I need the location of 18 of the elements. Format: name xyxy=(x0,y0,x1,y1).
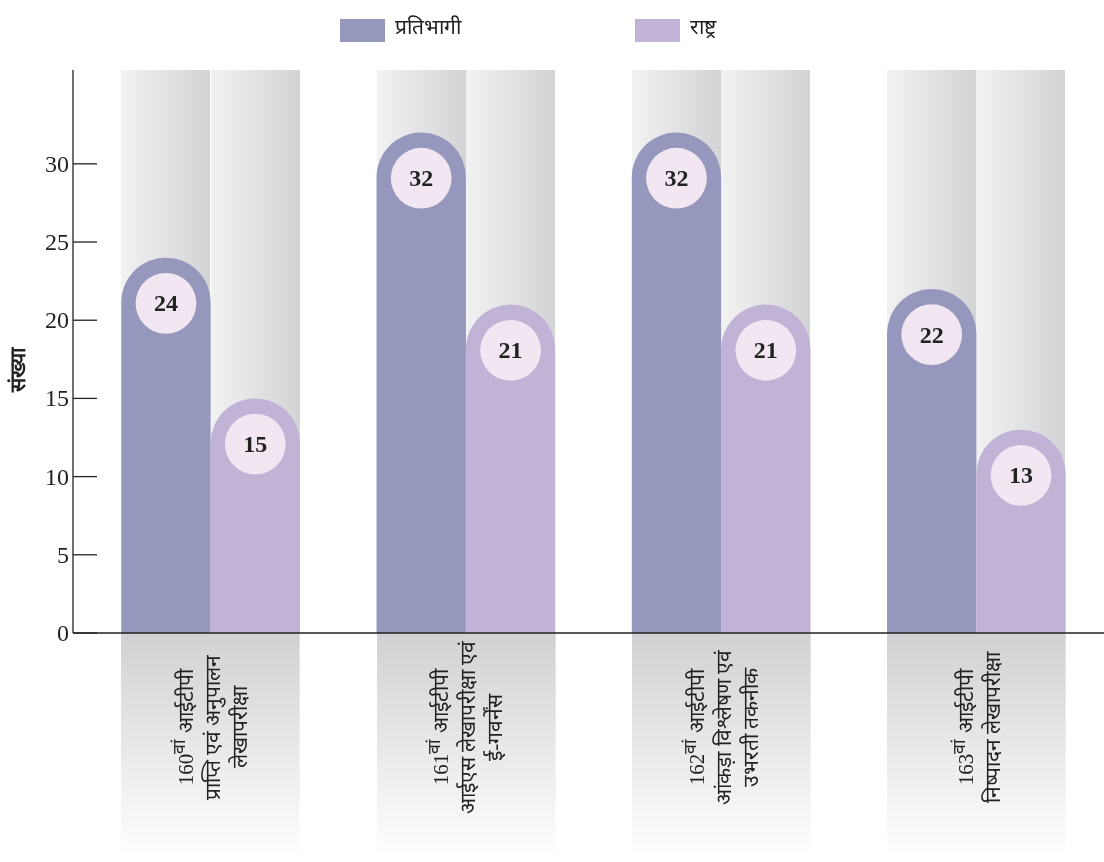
y-tick-label: 25 xyxy=(45,229,69,256)
legend-label: राष्ट्र xyxy=(690,14,716,40)
data-label: 32 xyxy=(409,165,434,192)
data-label: 21 xyxy=(498,337,523,364)
data-label: 21 xyxy=(753,337,778,364)
data-label: 13 xyxy=(1009,462,1034,489)
data-label: 32 xyxy=(664,165,689,192)
y-tick-label: 0 xyxy=(57,620,69,646)
y-tick-label: 5 xyxy=(57,541,69,568)
data-label: 15 xyxy=(243,431,268,458)
data-label: 24 xyxy=(153,290,178,317)
y-tick-label: 20 xyxy=(45,307,69,334)
legend-label: प्रतिभागी xyxy=(395,14,461,40)
y-tick-label: 10 xyxy=(45,463,69,490)
y-tick-label: 15 xyxy=(45,385,69,412)
y-axis-title: संख्या xyxy=(4,346,31,395)
y-tick-label: 30 xyxy=(45,150,69,177)
data-label: 22 xyxy=(919,321,944,348)
